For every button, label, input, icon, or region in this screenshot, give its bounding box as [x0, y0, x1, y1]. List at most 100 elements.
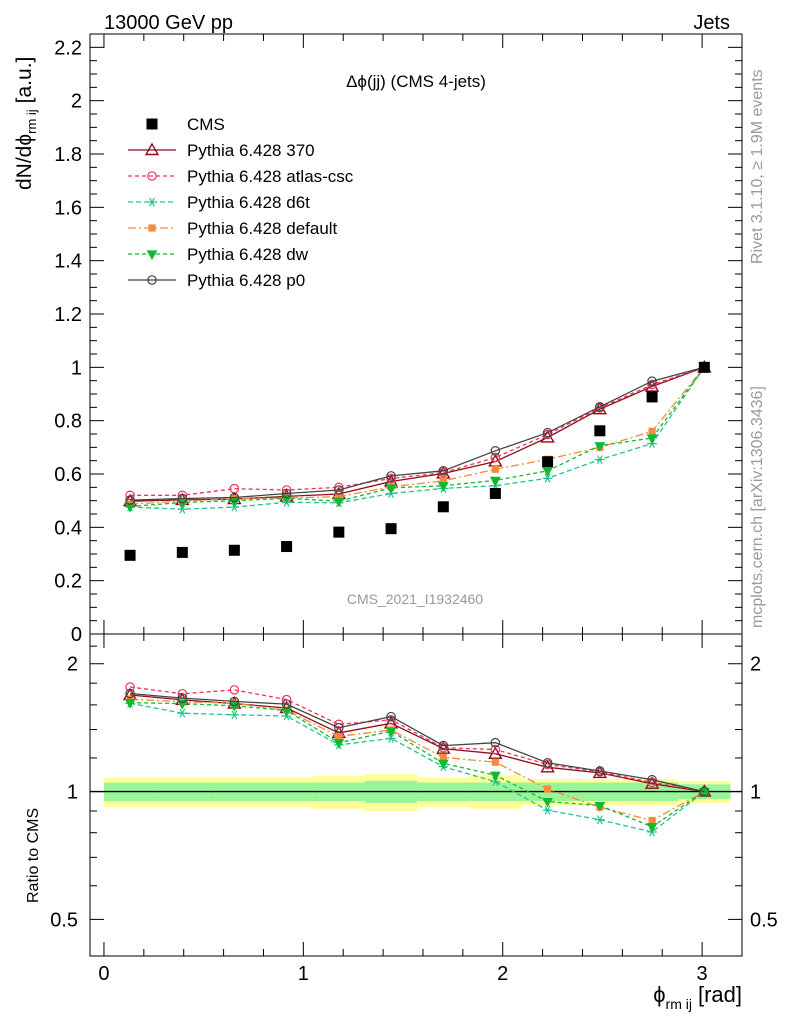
legend-label-0: Pythia 6.428 370 [187, 141, 315, 160]
ratio-series-5-point [281, 699, 292, 709]
series-0-point-shape [644, 379, 660, 392]
ratio-line-2 [129, 702, 705, 833]
series-1-point [125, 490, 135, 501]
series-5-point-shape [438, 465, 449, 476]
cms-data-point [124, 549, 136, 561]
main-y-tick-label: 2.2 [54, 37, 82, 59]
cms-data-point [489, 487, 501, 499]
ratio-series-5-point-shape [438, 740, 449, 751]
series-3-point [491, 465, 499, 473]
ratio-series-4-point [281, 706, 292, 717]
x-tick-label: 0 [98, 963, 109, 985]
series-5-point [647, 376, 657, 386]
series-5-point-shape [334, 485, 344, 495]
series-2-point [229, 502, 240, 512]
ratio-series-5-point-shape [542, 758, 553, 768]
ratio-series-4-point [489, 771, 501, 782]
cms-data-point [385, 523, 397, 535]
cms-data-point-shape [646, 391, 658, 403]
series-3-point-shape [439, 477, 447, 485]
legend-marker-cms-shape [146, 118, 158, 130]
cms-data-point-shape [124, 549, 136, 561]
ratio-series-5-point [125, 688, 135, 699]
ratio-series-4-point-shape [646, 823, 658, 833]
series-line-2 [130, 366, 705, 510]
ratio-series-4-point-shape [333, 739, 345, 749]
ratio-y-tick-label: 2 [67, 654, 78, 676]
cms-data-point [698, 361, 710, 373]
series-5-point-shape [386, 471, 396, 481]
ratio-series-2-point-stroke [492, 777, 499, 787]
ratio-series-1-point [229, 685, 240, 695]
ratio-series-1-point-shape [490, 744, 501, 755]
ratio-series-5-point [438, 740, 449, 751]
ratio-y-tick-label-right: 2 [750, 654, 761, 676]
ratio-series-3-point [543, 785, 552, 793]
series-0-point [644, 379, 660, 392]
series-1-point-shape [490, 452, 501, 463]
legend-marker-cms [146, 118, 158, 130]
ratio-line-5 [130, 692, 705, 793]
series-3-point [439, 477, 447, 485]
cms-data-point [333, 526, 345, 538]
ratio-series-5-point [647, 774, 657, 785]
series-4-point [124, 502, 136, 513]
ratio-series-5-point [229, 696, 240, 707]
ratio-series-4-point-shape [594, 802, 606, 812]
ratio-series-5-point-shape [177, 693, 188, 703]
y-axis-title: dN/dϕrm ij [a.u.] [13, 57, 39, 190]
series-5-point-shape [177, 493, 188, 504]
cms-data-point [281, 541, 293, 553]
series-3-point-shape [648, 427, 656, 435]
ratio-series-5-point-shape [386, 711, 396, 722]
main-y-tick-label: 0.2 [54, 571, 82, 593]
legend-marker-5-shape [147, 275, 157, 285]
ratio-series-1-point-shape [647, 777, 657, 788]
ratio-series-1-point-shape [334, 719, 344, 730]
series-4-point-shape [594, 442, 606, 452]
series-5-point [490, 445, 501, 456]
cms-data-point [437, 501, 449, 513]
ratio-series-5-point [595, 766, 605, 776]
ratio-series-2-point-stroke [544, 805, 551, 815]
ratio-series-1-point-shape [125, 682, 135, 692]
ratio-series-3-point-shape [439, 753, 447, 762]
y-axis-title-unit: [a.u.] [13, 57, 36, 104]
series-4-point-shape [333, 497, 345, 508]
main-panel: 0 0.2 0.4 0.6 0.8 1 1.2 1.4 1.6 1.8 2 2.2 [54, 33, 743, 646]
ratio-series-5-point-shape [699, 786, 710, 797]
cms-data-point-shape [489, 487, 501, 499]
series-5-point [334, 485, 344, 495]
ratio-series-4-point-shape [176, 700, 188, 710]
y-axis-title-main: dN/dϕ [13, 134, 36, 190]
ratio-series-1-point [334, 719, 344, 730]
plot-title: Δϕ(jj) (CMS 4-jets) [346, 72, 486, 91]
cms-data-point-shape [542, 456, 554, 468]
main-y-tick-label: 1.6 [54, 197, 82, 219]
series-4-point-shape [646, 434, 658, 444]
legend-label-2: Pythia 6.428 d6t [187, 193, 310, 212]
series-2-point-stroke [179, 504, 186, 514]
legend-marker-2-stroke [149, 197, 155, 207]
series-3-point-shape [335, 493, 343, 501]
ratio-series-5-point-shape [125, 688, 135, 699]
ratio-series-4-point [124, 698, 136, 709]
series-line-5 [130, 366, 705, 501]
ratio-axis-title: Ratio to CMS [25, 808, 42, 903]
legend-marker-4 [146, 250, 158, 260]
ratio-series-5-point-shape [490, 737, 501, 748]
ratio-line-4 [130, 701, 705, 828]
series-1-point-shape [281, 485, 292, 495]
cms-data-point [228, 544, 240, 556]
series-1-point [386, 473, 396, 484]
ratio-series-2-point-stroke [596, 815, 603, 825]
legend-marker-5 [147, 275, 157, 285]
cms-data-point [176, 546, 188, 558]
ratio-series-4-point-shape [542, 797, 553, 808]
legend-marker-0-shape [144, 142, 160, 156]
series-2-point-stroke [231, 502, 238, 512]
cms-data-point-shape [437, 501, 449, 513]
ratio-series-2-point-stroke [388, 733, 394, 743]
y-axis-title-sub: rm ij [24, 109, 39, 134]
